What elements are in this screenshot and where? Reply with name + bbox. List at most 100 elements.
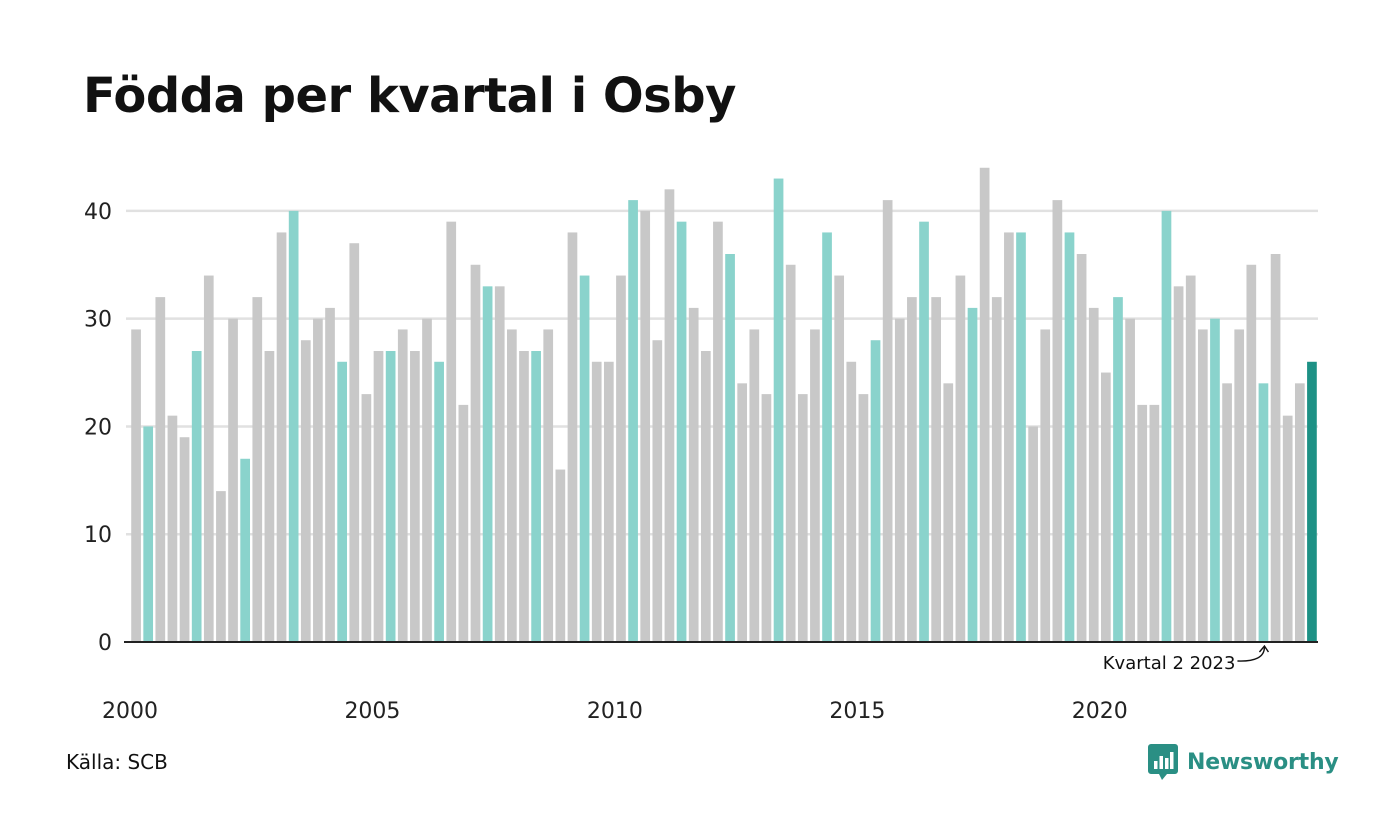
- bar: [955, 275, 966, 642]
- bar: [422, 318, 432, 642]
- bar: [1307, 361, 1317, 642]
- bar: [567, 232, 578, 642]
- bar: [894, 318, 905, 642]
- bar: [543, 329, 554, 642]
- bar: [713, 221, 723, 642]
- bar: [1004, 232, 1014, 642]
- bar: [1210, 318, 1220, 642]
- bar: [494, 286, 505, 642]
- bar: [555, 469, 566, 642]
- bar: [1040, 329, 1051, 642]
- bar: [603, 361, 614, 642]
- brand-name: Newsworthy: [1187, 749, 1339, 775]
- x-axis-tick-labels: 2000 2005 2010 2015 2020: [102, 699, 1128, 724]
- bar: [1016, 232, 1026, 642]
- x-tick-label: 2020: [1072, 699, 1128, 724]
- bar: [919, 221, 929, 642]
- bar-chart-bubble-icon: [1148, 744, 1178, 780]
- bar: [288, 210, 299, 642]
- bar: [979, 167, 990, 642]
- annotation-arrow: [1237, 644, 1270, 662]
- bar: [1113, 297, 1123, 642]
- bar: [1125, 318, 1135, 642]
- bar: [361, 394, 372, 642]
- bar: [846, 361, 857, 642]
- bar: [531, 351, 541, 642]
- bar: [1222, 383, 1232, 642]
- bar: [1052, 200, 1063, 642]
- bar: [931, 297, 941, 642]
- y-tick-label: 40: [84, 200, 112, 225]
- bar: [313, 318, 323, 642]
- y-tick-label: 0: [98, 631, 112, 656]
- x-tick-label: 2010: [587, 699, 643, 724]
- bar: [967, 307, 978, 642]
- bar: [1197, 329, 1208, 642]
- bar: [300, 340, 311, 642]
- bar: [579, 275, 590, 642]
- bar: [834, 275, 845, 642]
- annotation-label: Kvartal 2 2023: [1103, 653, 1236, 674]
- y-tick-label: 30: [84, 308, 112, 333]
- bar: [1282, 415, 1293, 642]
- bar: [591, 361, 602, 642]
- bar: [337, 361, 347, 642]
- bar: [810, 329, 820, 642]
- bar: [640, 210, 651, 642]
- bars: [131, 167, 1317, 643]
- bar: [616, 275, 626, 642]
- bar: [482, 286, 493, 642]
- bar: [240, 458, 251, 642]
- bar: [349, 243, 360, 642]
- bar: [191, 351, 202, 642]
- bar: [1173, 286, 1184, 642]
- bar: [167, 415, 178, 642]
- x-tick-label: 2000: [102, 699, 158, 724]
- bar: [652, 340, 663, 642]
- bar: [907, 297, 917, 642]
- bar: [1234, 329, 1245, 642]
- y-axis-tick-labels: 0 10 20 30 40: [84, 200, 112, 656]
- bar: [410, 351, 420, 642]
- bar: [664, 189, 675, 643]
- bar: [1270, 254, 1281, 642]
- bar: [700, 351, 711, 642]
- bar: [446, 221, 457, 642]
- bar: [1246, 264, 1257, 642]
- bar-chart: 0 10 20 30 40 2000 2005 2010 2015 2020 Kvartal 2…: [84, 167, 1318, 724]
- bar: [155, 297, 166, 642]
- bar: [252, 297, 263, 642]
- bar: [216, 491, 226, 642]
- chart-title: Födda per kvartal i Osby: [83, 68, 736, 124]
- bar: [470, 264, 481, 642]
- bar: [434, 361, 444, 642]
- bar: [203, 275, 214, 642]
- bar: [1258, 383, 1269, 642]
- bar: [325, 307, 335, 642]
- bar: [1076, 254, 1087, 642]
- bar: [385, 351, 396, 642]
- bar: [725, 254, 735, 642]
- bar: [1149, 404, 1160, 642]
- bar: [676, 221, 687, 642]
- bar: [688, 307, 699, 642]
- brand-logo: Newsworthy: [1148, 744, 1339, 780]
- bar: [1028, 426, 1038, 642]
- bar: [628, 200, 638, 642]
- y-tick-label: 10: [84, 523, 112, 548]
- bar: [1101, 372, 1111, 642]
- bar: [749, 329, 760, 642]
- y-tick-label: 20: [84, 415, 112, 440]
- bar: [870, 340, 881, 642]
- annotation: Kvartal 2 2023: [1103, 644, 1270, 674]
- bar: [373, 351, 384, 642]
- bar: [797, 394, 808, 642]
- bar: [943, 383, 954, 642]
- bar: [458, 404, 469, 642]
- bar: [276, 232, 287, 642]
- source-note: Källa: SCB: [66, 750, 168, 774]
- bar: [1137, 404, 1148, 642]
- bar: [822, 232, 832, 642]
- bar: [858, 394, 869, 642]
- bar: [179, 437, 190, 642]
